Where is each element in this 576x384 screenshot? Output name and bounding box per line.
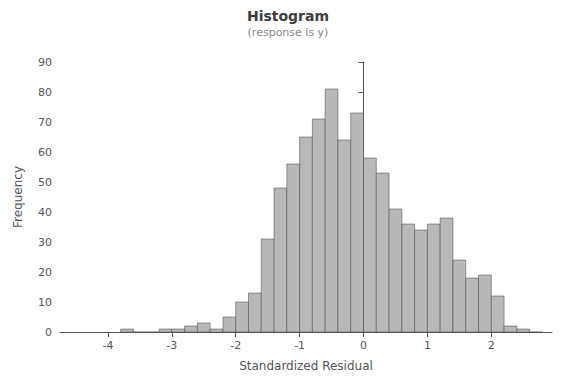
svg-text:50: 50: [38, 176, 52, 189]
svg-text:2: 2: [488, 339, 495, 352]
svg-text:0: 0: [45, 326, 52, 339]
svg-text:-3: -3: [166, 339, 177, 352]
svg-text:-4: -4: [102, 339, 113, 352]
svg-text:Frequency: Frequency: [11, 166, 25, 228]
svg-text:40: 40: [38, 206, 52, 219]
svg-text:-1: -1: [294, 339, 305, 352]
svg-text:90: 90: [38, 56, 52, 69]
svg-text:10: 10: [38, 296, 52, 309]
svg-text:80: 80: [38, 86, 52, 99]
svg-text:Histogram: Histogram: [247, 8, 329, 24]
svg-text:Standardized Residual: Standardized Residual: [239, 359, 373, 373]
svg-text:30: 30: [38, 236, 52, 249]
svg-text:20: 20: [38, 266, 52, 279]
svg-text:(response is y): (response is y): [248, 26, 329, 39]
svg-text:0: 0: [360, 339, 367, 352]
svg-text:70: 70: [38, 116, 52, 129]
svg-text:1: 1: [424, 339, 431, 352]
svg-text:60: 60: [38, 146, 52, 159]
svg-text:-2: -2: [230, 339, 241, 352]
